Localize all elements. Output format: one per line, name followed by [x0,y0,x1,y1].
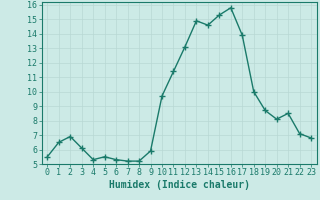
X-axis label: Humidex (Indice chaleur): Humidex (Indice chaleur) [109,180,250,190]
